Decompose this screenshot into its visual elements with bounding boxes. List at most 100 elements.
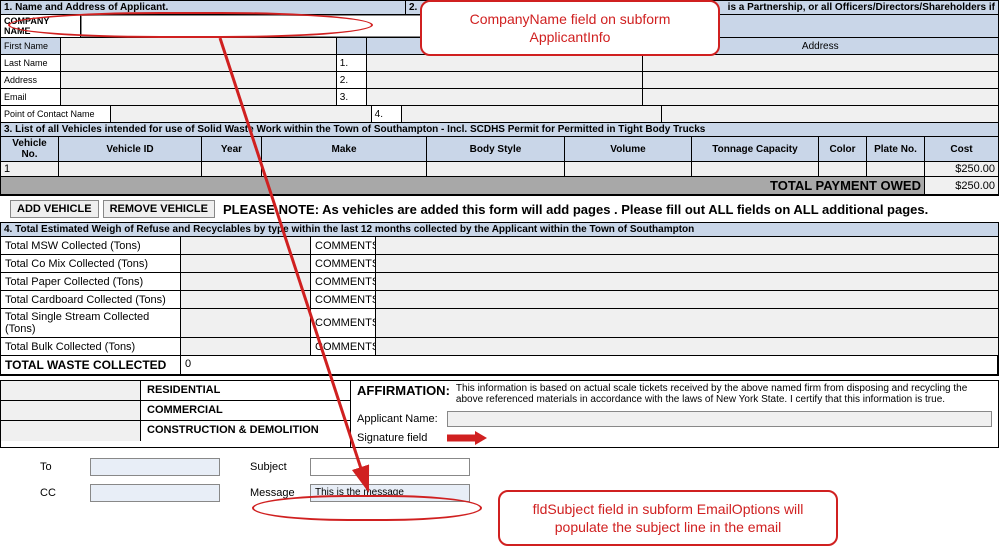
section2-suffix: is a Partnership, or all Officers/Direct… — [728, 2, 995, 13]
partner-row-4: 4. — [372, 106, 402, 122]
weigh-com-field-3[interactable] — [376, 291, 998, 308]
section2-prefix: 2. — [409, 2, 417, 13]
partner-row-3: 3. — [337, 89, 367, 105]
callout-company: CompanyName field on subform ApplicantIn… — [420, 0, 720, 56]
subject-field[interactable] — [310, 458, 470, 476]
veh-row-cost: $250.00 — [925, 162, 998, 176]
partner-row-2: 2. — [337, 72, 367, 88]
veh-row-color[interactable] — [819, 162, 867, 176]
last-name-field[interactable] — [61, 55, 337, 71]
veh-col-color: Color — [819, 137, 867, 161]
weigh-com-label-0: COMMENTS — [311, 237, 376, 254]
class-check-2[interactable] — [1, 401, 141, 420]
weigh-val-0[interactable] — [181, 237, 311, 254]
total-owed-val: $250.00 — [925, 177, 998, 194]
partner-name-2[interactable] — [367, 72, 643, 88]
cc-label: CC — [40, 487, 90, 499]
class-check-3[interactable] — [1, 421, 141, 441]
veh-row-id[interactable] — [59, 162, 202, 176]
to-label: To — [40, 461, 90, 473]
veh-col-cost: Cost — [925, 137, 998, 161]
applicant-name-label: Applicant Name: — [357, 413, 447, 425]
weigh-com-field-1[interactable] — [376, 255, 998, 272]
class-cd: CONSTRUCTION & DEMOLITION — [141, 421, 350, 441]
veh-row-vol[interactable] — [565, 162, 692, 176]
to-field[interactable] — [90, 458, 220, 476]
partner-row-1: 1. — [337, 55, 367, 71]
section1-header: 1. Name and Address of Applicant. — [1, 1, 406, 14]
weigh-val-1[interactable] — [181, 255, 311, 272]
first-name-field[interactable] — [61, 38, 337, 54]
email-label: Email — [1, 89, 61, 105]
partner-addr-2[interactable] — [643, 72, 998, 88]
remove-vehicle-button[interactable]: REMOVE VEHICLE — [103, 200, 215, 218]
weigh-com-label-5: COMMENTS — [311, 338, 376, 355]
address-field[interactable] — [61, 72, 337, 88]
weigh-val-2[interactable] — [181, 273, 311, 290]
weigh-val-3[interactable] — [181, 291, 311, 308]
section3-header: 3. List of all Vehicles intended for use… — [1, 123, 998, 136]
weigh-label-0: Total MSW Collected (Tons) — [1, 237, 181, 254]
weigh-com-label-4: COMMENTS — [311, 309, 376, 337]
weigh-label-3: Total Cardboard Collected (Tons) — [1, 291, 181, 308]
weigh-label-1: Total Co Mix Collected (Tons) — [1, 255, 181, 272]
veh-col-year: Year — [202, 137, 262, 161]
weigh-com-field-0[interactable] — [376, 237, 998, 254]
applicant-name-field[interactable] — [447, 411, 992, 427]
veh-row-ton[interactable] — [692, 162, 819, 176]
veh-row-plate[interactable] — [867, 162, 925, 176]
weigh-val-4[interactable] — [181, 309, 311, 337]
callout1-line1: CompanyName field on subform — [436, 10, 704, 28]
weigh-label-4: Total Single Stream Collected (Tons) — [1, 309, 181, 337]
please-note: PLEASE NOTE: As vehicles are added this … — [223, 202, 928, 217]
weigh-label-2: Total Paper Collected (Tons) — [1, 273, 181, 290]
callout2-line2: populate the subject line in the email — [514, 518, 822, 536]
partner-name-1[interactable] — [367, 55, 643, 71]
add-vehicle-button[interactable]: ADD VEHICLE — [10, 200, 99, 218]
veh-row-year[interactable] — [202, 162, 262, 176]
email-field[interactable] — [61, 89, 337, 105]
callout1-line2: ApplicantInfo — [436, 28, 704, 46]
partner-addr-4[interactable] — [662, 106, 998, 122]
weigh-com-field-5[interactable] — [376, 338, 998, 355]
weigh-com-label-3: COMMENTS — [311, 291, 376, 308]
signature-label: Signature field — [357, 432, 447, 444]
veh-col-ton: Tonnage Capacity — [692, 137, 819, 161]
poc-field[interactable] — [111, 106, 372, 122]
partner-addr-3[interactable] — [643, 89, 998, 105]
weigh-com-label-2: COMMENTS — [311, 273, 376, 290]
veh-row-body[interactable] — [427, 162, 565, 176]
veh-col-make: Make — [262, 137, 427, 161]
affirmation-text: This information is based on actual scal… — [456, 383, 992, 405]
veh-col-plate: Plate No. — [867, 137, 925, 161]
partner-addr-1[interactable] — [643, 55, 998, 71]
veh-row-no: 1 — [1, 162, 59, 176]
weigh-com-field-4[interactable] — [376, 309, 998, 337]
address-label: Address — [1, 72, 61, 88]
total-waste-label: TOTAL WASTE COLLECTED — [1, 356, 181, 374]
message-field[interactable]: This is the message — [310, 484, 470, 502]
partner-name-4[interactable] — [402, 106, 663, 122]
weigh-val-5[interactable] — [181, 338, 311, 355]
partner-name-3[interactable] — [367, 89, 643, 105]
company-name-label: COMPANY NAME — [1, 15, 81, 37]
class-check-1[interactable] — [1, 381, 141, 400]
class-residential: RESIDENTIAL — [141, 381, 350, 400]
weigh-com-label-1: COMMENTS — [311, 255, 376, 272]
section4: 4. Total Estimated Weigh of Refuse and R… — [0, 222, 999, 376]
veh-col-id: Vehicle ID — [59, 137, 202, 161]
section4-header: 4. Total Estimated Weigh of Refuse and R… — [1, 223, 998, 236]
callout-subject: fldSubject field in subform EmailOptions… — [498, 490, 838, 546]
signature-arrow-icon — [447, 431, 487, 445]
veh-row-make[interactable] — [262, 162, 427, 176]
callout2-line1: fldSubject field in subform EmailOptions… — [514, 500, 822, 518]
message-label: Message — [250, 487, 310, 499]
cc-field[interactable] — [90, 484, 220, 502]
subject-label: Subject — [250, 461, 310, 473]
total-owed-label: TOTAL PAYMENT OWED — [1, 177, 925, 194]
affirmation-title: AFFIRMATION: — [357, 383, 450, 405]
weigh-com-field-2[interactable] — [376, 273, 998, 290]
total-waste-val: 0 — [181, 356, 998, 374]
first-name-label: First Name — [1, 38, 61, 54]
veh-col-vol: Volume — [565, 137, 692, 161]
